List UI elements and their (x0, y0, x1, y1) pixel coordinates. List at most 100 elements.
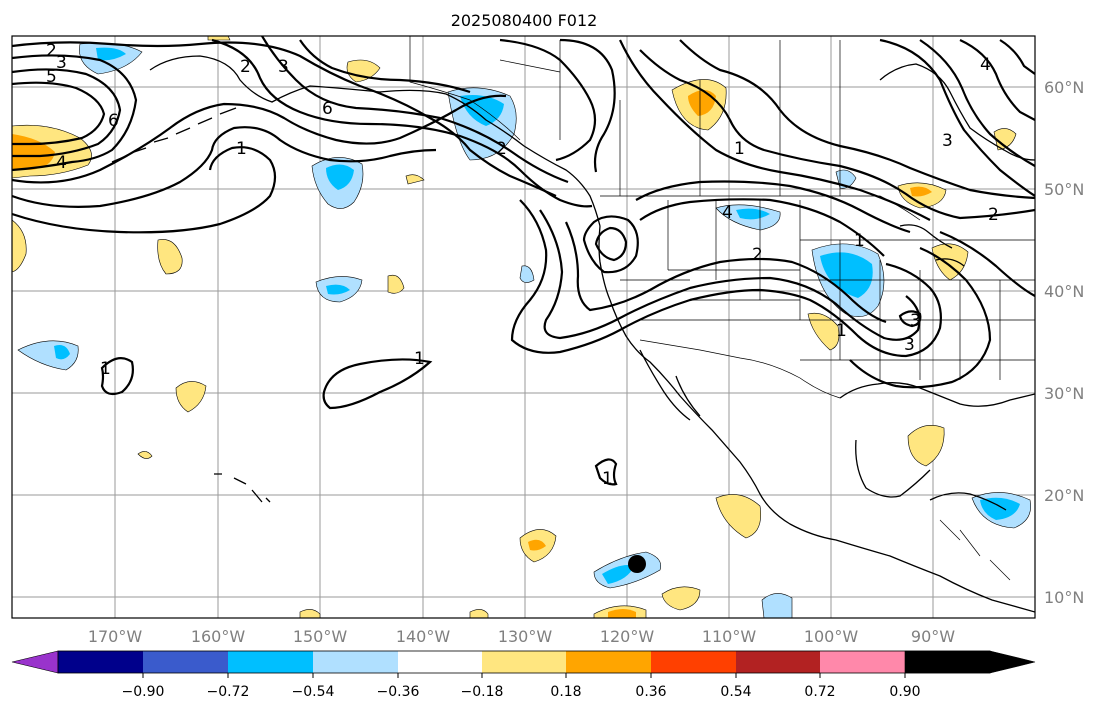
west-coast-north-america (598, 225, 1035, 613)
contour-label: 3 (942, 131, 953, 151)
coastlines (111, 55, 1035, 613)
contour-line (510, 199, 942, 358)
contour-label: 2 (752, 245, 763, 265)
contour-label: 3 (56, 53, 67, 73)
positive-anomaly-core (528, 539, 546, 551)
negative-anomaly-core (736, 208, 770, 220)
contour-line (499, 38, 597, 162)
negative-anomaly-core (326, 164, 354, 190)
colorbar-segment (58, 651, 143, 673)
contour-label: 1 (734, 139, 745, 159)
contour-line (635, 180, 911, 234)
map-frame (11, 35, 1036, 619)
contour-line (939, 230, 1035, 297)
contour-line (12, 68, 122, 158)
contour-line (100, 357, 134, 396)
y-tick-label: 30°N (1044, 384, 1084, 403)
contour-label: 5 (46, 67, 57, 87)
contour-line (261, 36, 569, 184)
colorbar-label: 0.36 (635, 684, 666, 700)
contour-line (879, 38, 1035, 197)
colorbar-segment (143, 651, 228, 673)
y-axis-labels: 60°N 50°N 40°N 30°N 20°N 10°N (1044, 78, 1084, 607)
positive-anomaly-region (207, 36, 231, 41)
central-america-borders (939, 519, 1011, 581)
y-tick-label: 40°N (1044, 282, 1084, 301)
shaded-fields (12, 36, 1031, 618)
alaska-coastline (149, 55, 601, 227)
baja-california-coastline (639, 349, 701, 421)
positive-anomaly-region (299, 609, 321, 618)
positive-anomaly-region (175, 381, 207, 413)
contour-line (539, 209, 921, 341)
colorbar-extension-high (904, 650, 1036, 674)
positive-anomaly-region (661, 586, 701, 611)
contour-line (12, 94, 507, 184)
positive-anomaly-region (12, 219, 27, 273)
contour-line (999, 39, 1035, 75)
contour-line (619, 39, 931, 221)
positive-anomaly-region (931, 243, 969, 281)
positive-anomaly-region (469, 609, 489, 618)
great-lakes (899, 224, 965, 267)
x-tick-label: 120°W (600, 627, 655, 646)
colorbar-extension-low (11, 650, 59, 674)
location-marker (628, 555, 646, 573)
contour-label: 1 (602, 469, 613, 489)
contour-label: 4 (56, 153, 67, 173)
contour-line (639, 198, 885, 257)
x-tick-label: 140°W (396, 627, 451, 646)
alaska-canada-border (409, 36, 521, 141)
negative-anomaly-core (602, 565, 634, 584)
positive-anomaly-region (137, 451, 153, 459)
colorbar-segment (566, 651, 651, 673)
contour-line (12, 81, 106, 146)
colorbar-segment (820, 651, 905, 673)
contour-label: 1 (854, 231, 865, 251)
x-tick-label: 130°W (498, 627, 553, 646)
contour-label: 6 (322, 99, 333, 119)
negative-anomaly-core (326, 284, 350, 295)
contour-line (594, 226, 628, 262)
colorbar-segment (736, 651, 820, 673)
x-tick-label: 100°W (804, 627, 859, 646)
contour-line (849, 246, 992, 389)
contour-label: 3 (904, 335, 915, 355)
contour-line (299, 39, 471, 94)
contour-label: 2 (240, 57, 251, 77)
us-mexico-border (639, 339, 841, 399)
x-tick-label: 90°W (911, 627, 955, 646)
contour-label: 4 (980, 55, 991, 75)
contour-label: 4 (722, 203, 733, 223)
positive-anomaly-core (910, 186, 932, 197)
positive-anomaly-region (907, 425, 945, 467)
colorbar-segment (398, 651, 482, 673)
contour-line (919, 39, 1035, 167)
colorbar-segment (228, 651, 313, 673)
y-tick-label: 10°N (1044, 588, 1084, 607)
contour-label: 6 (108, 111, 119, 131)
negative-anomaly-region (761, 593, 793, 618)
negative-anomaly-core (980, 497, 1020, 520)
contour-label: 1 (236, 139, 247, 159)
positive-anomaly-region (405, 174, 425, 185)
contour-line (322, 358, 433, 410)
x-axis-labels: 170°W 160°W 150°W 140°W 130°W 120°W 110°… (88, 627, 955, 646)
contour-label: 3 (910, 311, 921, 331)
contour-line (12, 54, 138, 172)
colorbar-label: −0.90 (122, 684, 165, 700)
contour-label: 3 (278, 57, 289, 77)
x-tick-label: 160°W (191, 627, 246, 646)
contour-line (582, 215, 639, 274)
contour-line (959, 39, 1035, 121)
colorbar-label: −0.72 (207, 684, 250, 700)
contour-line (12, 41, 557, 198)
contour-line (898, 310, 922, 328)
colorbar-segment (313, 651, 398, 673)
negative-anomaly-core (820, 252, 873, 298)
contour-labels: 2 3 5 6 4 2 3 6 1 2 1 4 2 1 3 2 1 1 3 1 (46, 41, 999, 489)
contour-line (12, 146, 277, 234)
contour-label: 1 (836, 321, 847, 341)
colorbar-label: 0.18 (550, 684, 581, 700)
